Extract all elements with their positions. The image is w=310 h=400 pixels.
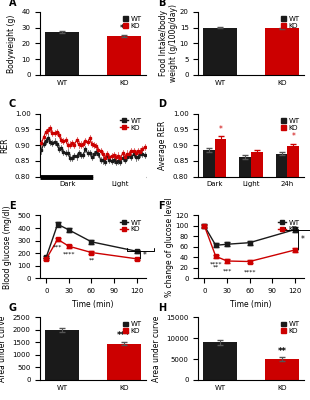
Legend: WT, KO: WT, KO [280,16,300,30]
Bar [276,154,287,400]
Y-axis label: Blood glucose (mg/dl): Blood glucose (mg/dl) [2,205,11,289]
Bar [203,342,237,380]
Text: ***: *** [53,245,62,250]
Text: B: B [158,0,166,8]
Bar [203,28,237,75]
Y-axis label: % change of glucose level: % change of glucose level [165,197,174,297]
Y-axis label: RER: RER [0,137,9,153]
Legend: WT, KO: WT, KO [122,16,142,30]
Bar [287,146,299,400]
Text: ****: **** [63,252,75,257]
Text: A: A [9,0,16,8]
Bar [251,152,263,400]
Text: D: D [158,100,166,110]
Text: **: ** [277,347,286,356]
X-axis label: Time (min): Time (min) [230,300,272,308]
Text: F: F [158,201,165,211]
Text: *: * [143,250,147,260]
Y-axis label: Area under curve: Area under curve [0,316,7,382]
Bar [240,157,251,400]
Bar [107,36,141,75]
Legend: WT, KO: WT, KO [122,321,142,335]
Legend: WT, KO: WT, KO [280,117,300,131]
Bar [265,28,299,75]
Legend: WT, KO: WT, KO [119,219,142,233]
Text: ****: **** [210,262,222,266]
Text: G: G [9,303,17,313]
Text: ***: *** [117,331,131,340]
Legend: WT, KO: WT, KO [119,117,142,131]
Legend: WT, KO: WT, KO [277,219,300,233]
Y-axis label: Area under curve: Area under curve [152,316,161,382]
Text: ****: **** [243,269,256,274]
Bar [203,150,215,400]
Bar [45,32,79,75]
Text: ***: *** [222,269,232,274]
Legend: WT, KO: WT, KO [280,321,300,335]
Bar [107,344,141,380]
Y-axis label: Bodyweight (g): Bodyweight (g) [7,14,16,72]
Text: **: ** [119,24,128,33]
Text: *: * [219,125,223,134]
Bar [45,330,79,380]
Bar [215,139,226,400]
Y-axis label: Average RER: Average RER [158,120,167,170]
Bar [265,359,299,380]
Text: E: E [9,201,15,211]
Text: C: C [9,100,16,110]
Text: **: ** [88,258,95,263]
Text: H: H [158,303,166,313]
Y-axis label: Food Intake/body
weight (g/100g/day): Food Intake/body weight (g/100g/day) [159,4,178,82]
Text: **: ** [213,264,219,269]
X-axis label: Time (min): Time (min) [72,300,114,308]
Text: *: * [301,235,305,244]
Text: *: * [291,132,295,141]
